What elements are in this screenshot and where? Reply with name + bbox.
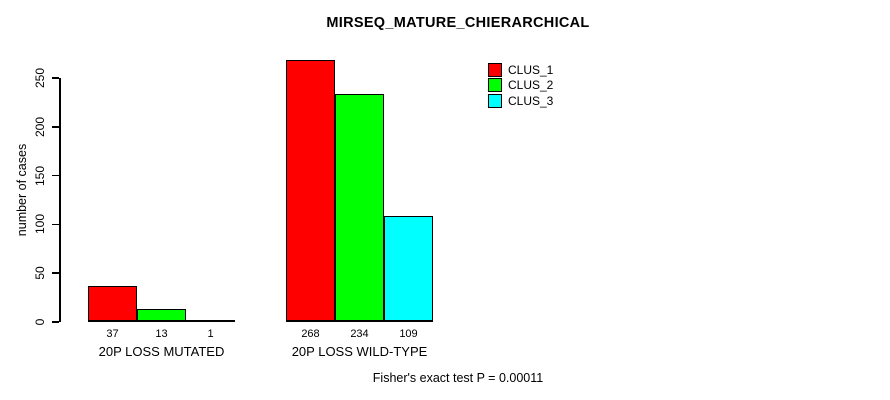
y-axis-tick	[52, 223, 59, 226]
bar-value-label: 109	[399, 328, 418, 340]
category-label: 20P LOSS MUTATED	[98, 344, 225, 359]
y-axis-tick	[52, 174, 59, 177]
chart-title: MIRSEQ_MATURE_CHIERARCHICAL	[326, 15, 590, 31]
y-tick-label: 100	[33, 214, 47, 235]
y-axis-tick	[52, 272, 59, 274]
legend-label: CLUS_2	[508, 78, 554, 92]
y-tick-label: 50	[33, 266, 47, 280]
legend: CLUS_1 CLUS_2 CLUS_3	[488, 62, 554, 110]
y-tick-label: 200	[33, 116, 47, 137]
legend-label: CLUS_1	[508, 62, 554, 77]
y-tick-label: 250	[33, 67, 47, 89]
legend-swatch-icon	[488, 78, 502, 92]
bar-value-label: 1	[207, 328, 214, 340]
y-axis-tick	[52, 321, 59, 323]
bar-clus_1-group1	[88, 285, 137, 322]
y-axis-tick	[52, 77, 59, 79]
bar-value-label: 13	[155, 328, 168, 340]
y-axis-line	[59, 78, 61, 322]
legend-row-clus_1: CLUS_1	[488, 62, 554, 77]
category-label: 20P LOSS WILD-TYPE	[291, 344, 428, 359]
bar-clus_1-group2	[286, 60, 335, 322]
legend-row-clus_2: CLUS_2	[488, 78, 554, 92]
annotation-text: Fisher's exact test P = 0.00011	[372, 371, 544, 385]
y-axis-tick	[52, 126, 59, 128]
bar-value-label: 37	[106, 328, 119, 340]
bar-value-label: 234	[350, 328, 369, 340]
legend-label: CLUS_3	[508, 93, 554, 108]
group-baseline	[88, 320, 235, 322]
legend-row-clus_3: CLUS_3	[488, 93, 554, 108]
y-tick-label: 150	[33, 165, 47, 186]
legend-swatch-icon	[488, 62, 502, 77]
bar-clus_2-group2	[335, 93, 384, 322]
y-axis-label: number of cases	[15, 143, 29, 237]
bar-value-label: 268	[301, 328, 320, 340]
y-tick-label: 0	[33, 318, 47, 326]
group-baseline	[286, 320, 433, 322]
bar-clus_3-group2	[384, 215, 433, 322]
legend-swatch-icon	[488, 93, 502, 108]
